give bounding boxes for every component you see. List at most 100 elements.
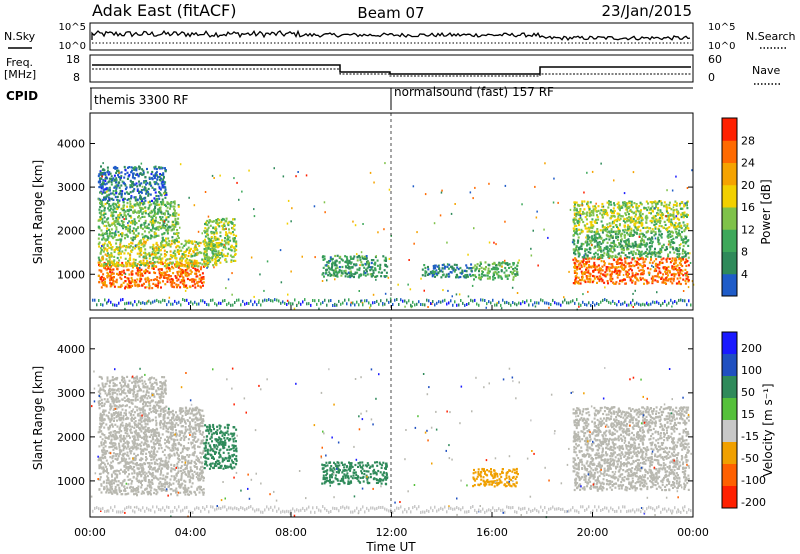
scatter-cell <box>682 249 685 252</box>
scatter-cell <box>352 257 355 260</box>
scatter-cell <box>473 274 476 277</box>
scatter-cell <box>628 276 631 279</box>
noise-cell <box>313 205 316 208</box>
scatter-cell <box>214 226 217 229</box>
noise-cell <box>203 259 205 262</box>
noise-cell <box>622 274 625 276</box>
scatter-cell <box>586 200 589 203</box>
near-range-cell <box>322 300 324 304</box>
scatter-cell <box>630 204 633 207</box>
scatter-cell <box>428 273 431 276</box>
scatter-cell <box>205 260 208 263</box>
noise-cell <box>151 253 153 256</box>
scatter-cell <box>220 244 223 247</box>
scatter-cell <box>331 261 334 264</box>
scatter-cell <box>654 247 656 250</box>
scatter-cell <box>327 261 330 264</box>
near-range-cell <box>666 303 668 307</box>
noise-cell <box>504 184 507 187</box>
noise-cell <box>472 197 474 200</box>
scatter-cell <box>593 264 596 267</box>
scatter-cell <box>581 230 583 233</box>
near-range-cell <box>394 298 396 302</box>
scatter-cell <box>610 245 613 248</box>
scatter-cell <box>208 258 211 261</box>
scatter-cell <box>666 206 669 209</box>
scatter-cell <box>131 219 134 223</box>
scatter-cell <box>117 214 120 217</box>
scatter-cell <box>157 183 160 186</box>
scatter-cell <box>180 275 183 278</box>
scatter-cell <box>578 204 581 207</box>
scatter-cell <box>134 183 137 186</box>
scatter-cell <box>223 218 226 221</box>
scatter-cell <box>625 273 628 276</box>
scatter-cell <box>626 255 629 259</box>
noise-cell <box>124 307 126 310</box>
scatter-cell <box>473 278 475 281</box>
scatter-cell <box>645 279 648 282</box>
scatter-cell <box>122 201 125 204</box>
scatter-cell <box>202 240 205 243</box>
scatter-cell <box>113 222 116 225</box>
noise-cell <box>416 231 418 234</box>
scatter-cell <box>121 234 124 237</box>
scatter-cell <box>610 266 613 269</box>
scatter-cell <box>189 262 192 265</box>
scatter-cell <box>614 230 617 233</box>
noise-cell <box>493 241 495 244</box>
scatter-cell <box>459 275 462 279</box>
noise-cell <box>233 177 235 180</box>
scatter-cell <box>161 184 164 187</box>
near-range-cell <box>624 300 626 304</box>
scatter-cell <box>140 246 143 250</box>
scatter-cell <box>120 238 123 241</box>
scatter-cell <box>230 245 233 248</box>
scatter-cell <box>668 206 671 209</box>
scatter-cell <box>161 273 164 276</box>
near-range-cell <box>426 298 428 302</box>
scatter-cell <box>97 174 100 178</box>
scatter-cell <box>180 264 183 267</box>
scatter-cell <box>195 275 198 278</box>
scatter-cell <box>609 201 612 204</box>
scatter-cell <box>193 283 196 286</box>
scatter-cell <box>640 209 642 212</box>
near-range-cell <box>378 302 380 306</box>
noise-cell <box>106 190 108 193</box>
noise-cell <box>375 255 377 258</box>
near-range-cell <box>342 301 344 305</box>
scatter-cell <box>100 177 103 180</box>
scatter-cell <box>331 268 334 271</box>
scatter-cell <box>112 264 115 267</box>
scatter-cell <box>610 228 613 231</box>
near-range-cell <box>346 302 348 306</box>
scatter-cell <box>672 279 675 282</box>
scatter-cell <box>576 221 579 225</box>
near-range-cell <box>98 299 100 302</box>
scatter-cell <box>159 249 162 252</box>
scatter-cell <box>585 257 588 260</box>
scatter-cell <box>99 171 102 174</box>
scatter-cell <box>588 206 591 209</box>
noise-cell <box>557 201 559 204</box>
noise-cell <box>552 201 555 204</box>
noise-cell <box>305 174 308 177</box>
scatter-cell <box>185 249 188 252</box>
scatter-cell <box>465 264 468 267</box>
scatter-cell <box>139 172 141 176</box>
scatter-cell <box>154 284 157 287</box>
noise-cell <box>488 182 490 185</box>
scatter-cell <box>366 273 369 276</box>
scatter-cell <box>101 238 104 241</box>
scatter-cell <box>643 278 646 281</box>
noise-cell <box>369 306 371 309</box>
scatter-cell <box>158 191 161 194</box>
scatter-cell <box>675 282 678 285</box>
scatter-cell <box>98 241 101 244</box>
scatter-cell <box>215 264 218 267</box>
scatter-cell <box>678 257 681 260</box>
scatter-cell <box>328 272 331 275</box>
scatter-cell <box>663 201 666 204</box>
scatter-cell <box>654 267 657 271</box>
